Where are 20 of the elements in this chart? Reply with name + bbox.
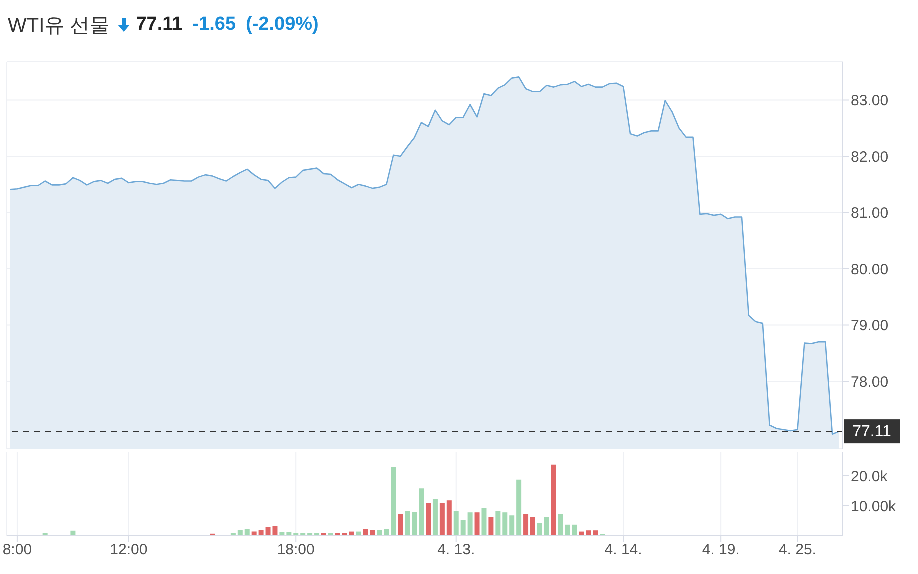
x-tick-label: 4. 13. xyxy=(438,542,476,559)
x-tick-label: 18:00 xyxy=(277,542,315,559)
text: (-2.09%) xyxy=(246,14,319,36)
x-tick-label: 4. 25. xyxy=(778,542,816,559)
y-tick-label: 81.00 xyxy=(851,205,889,222)
y-tick-label: 80.00 xyxy=(851,261,889,278)
x-tick-label: 12:00 xyxy=(110,542,148,559)
x-tick-label: 4. 14. xyxy=(604,542,642,559)
text: -1.65 xyxy=(192,14,236,36)
y-tick-label: 79.00 xyxy=(851,318,889,335)
chart-title: WTI유 선물 xyxy=(8,14,110,38)
x-tick-label: 8:00 xyxy=(2,542,32,559)
y-tick-label: 10.00k xyxy=(851,498,897,516)
text: 77.11 xyxy=(136,14,183,36)
y-tick-label: 82.00 xyxy=(851,148,889,166)
y-tick-label: 78.00 xyxy=(851,374,889,391)
ref-line-label: 77.11 xyxy=(852,424,892,441)
y-tick-label: 83.00 xyxy=(851,92,889,110)
y-tick-label: 20.0k xyxy=(851,468,888,486)
x-tick-label: 4. 19. xyxy=(702,542,740,559)
